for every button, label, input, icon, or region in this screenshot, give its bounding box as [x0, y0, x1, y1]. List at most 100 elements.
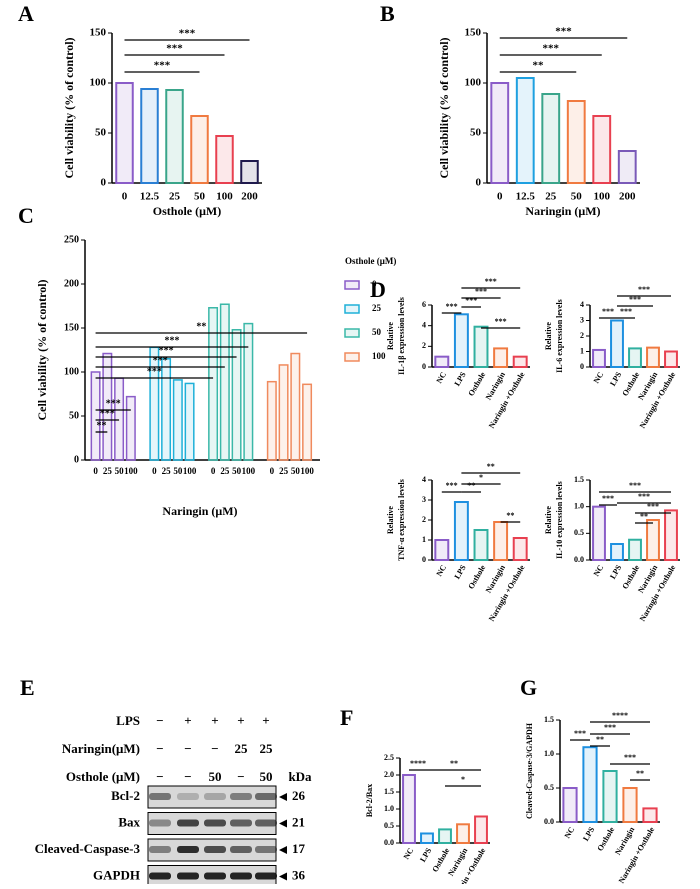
significance-label: ***: [147, 366, 162, 377]
bar: [592, 115, 612, 184]
significance-label: ***: [164, 335, 179, 346]
bar: [490, 82, 510, 184]
x-tick-label: 0: [152, 466, 157, 476]
x-tick-label: LPS: [608, 370, 623, 388]
bar: [208, 307, 219, 461]
blot-band: [177, 846, 199, 853]
x-tick-label: LPS: [453, 370, 468, 388]
bar: [541, 93, 561, 184]
significance-label: **: [450, 759, 458, 768]
x-tick-label: LPS: [418, 846, 433, 864]
panel-label: F: [340, 705, 353, 730]
bar: [302, 383, 313, 461]
x-tick-label: 12.5: [140, 191, 160, 203]
significance-label: **: [636, 769, 644, 778]
bar: [566, 100, 586, 184]
band-label: GAPDH: [93, 867, 140, 882]
significance-label: ***: [629, 295, 641, 304]
significance-label: ****: [612, 711, 628, 720]
blot-band: [177, 872, 199, 880]
x-axis-label: Naringin (μM): [525, 204, 600, 218]
bar: [190, 115, 209, 184]
significance-label: **: [533, 60, 545, 72]
bar: [266, 380, 277, 461]
y-axis-label: Cell viability (% of control): [62, 37, 76, 178]
y-tick-label: 150: [465, 27, 482, 39]
treatment-sign: −: [156, 741, 163, 756]
y-axis-label: IL-6 expression levels: [555, 299, 564, 373]
y-tick-label: 6: [422, 300, 426, 309]
blot-band: [204, 819, 226, 827]
legend-title: Osthole (μM): [345, 256, 396, 266]
band-kda: 21: [292, 814, 305, 829]
treatment-sign: 25: [235, 741, 249, 756]
bar: [290, 352, 301, 461]
legend-swatch: [344, 328, 360, 338]
x-tick-label: Naringin +Osthole: [487, 370, 527, 430]
legend-label: 100: [372, 351, 386, 361]
y-tick-label: 0: [101, 177, 107, 189]
x-tick-label: 100: [300, 466, 314, 476]
significance-label: **: [96, 420, 106, 431]
blot-band: [230, 819, 252, 827]
x-tick-label: 12.5: [516, 191, 536, 203]
significance-label: ***: [154, 60, 171, 72]
significance-label: **: [196, 321, 206, 332]
y-tick-label: 2: [580, 331, 584, 340]
y-tick-label: 1.5: [574, 475, 584, 484]
bar: [114, 377, 125, 461]
bar: [622, 787, 638, 823]
blot-band: [255, 846, 277, 853]
x-tick-label: 100: [183, 466, 197, 476]
band-label: Bax: [118, 814, 140, 829]
panel-label: D: [370, 277, 386, 302]
x-tick-label: NC: [592, 370, 606, 385]
x-tick-label: LPS: [608, 563, 623, 581]
treatment-sign: −: [211, 741, 218, 756]
x-tick-label: 50: [291, 466, 301, 476]
significance-label: ***: [602, 307, 614, 316]
treatment-sign: +: [184, 713, 191, 728]
y-tick-label: 0.0: [574, 555, 584, 564]
treatment-sign: −: [237, 769, 244, 784]
significance-label: *: [461, 775, 465, 784]
significance-label: ***: [446, 481, 458, 490]
x-axis-label: Osthole (μM): [153, 204, 221, 218]
bar: [115, 82, 134, 184]
significance-label: ***: [555, 26, 572, 38]
significance-label: **: [487, 462, 495, 471]
treatment-sign: 50: [260, 769, 273, 784]
x-axis-label: Naringin (μM): [162, 504, 237, 518]
significance-label: ***: [159, 345, 174, 356]
y-axis-label: Cell viability (% of control): [35, 279, 49, 420]
x-tick-label: 0: [122, 191, 128, 203]
bar: [610, 543, 624, 561]
legend-label: 0: [372, 279, 377, 289]
significance-label: ***: [446, 302, 458, 311]
bar: [215, 135, 234, 184]
bar: [453, 313, 469, 368]
y-axis-label: Relative: [544, 322, 553, 350]
bar: [664, 350, 678, 368]
treatment-label: Osthole (μM): [66, 769, 140, 784]
x-tick-label: LPS: [453, 563, 468, 581]
bar: [219, 303, 230, 461]
bar: [90, 371, 101, 461]
bar: [438, 828, 452, 845]
bar: [664, 509, 678, 561]
panel-label: E: [20, 675, 35, 700]
treatment-sign: +: [237, 713, 244, 728]
significance-label: *: [479, 473, 483, 482]
y-tick-label: 1.5: [384, 787, 394, 796]
y-tick-label: 1: [580, 346, 584, 355]
y-tick-label: 50: [470, 127, 482, 139]
y-tick-label: 1.5: [544, 715, 554, 724]
y-tick-label: 0.0: [544, 817, 554, 826]
y-tick-label: 250: [64, 234, 79, 245]
band-kda: 36: [292, 867, 306, 882]
bar: [474, 815, 488, 844]
y-axis-label: Cleaved-Caspase-3/GAPDH: [525, 722, 534, 819]
bar: [617, 150, 637, 184]
treatment-sign: −: [156, 713, 163, 728]
